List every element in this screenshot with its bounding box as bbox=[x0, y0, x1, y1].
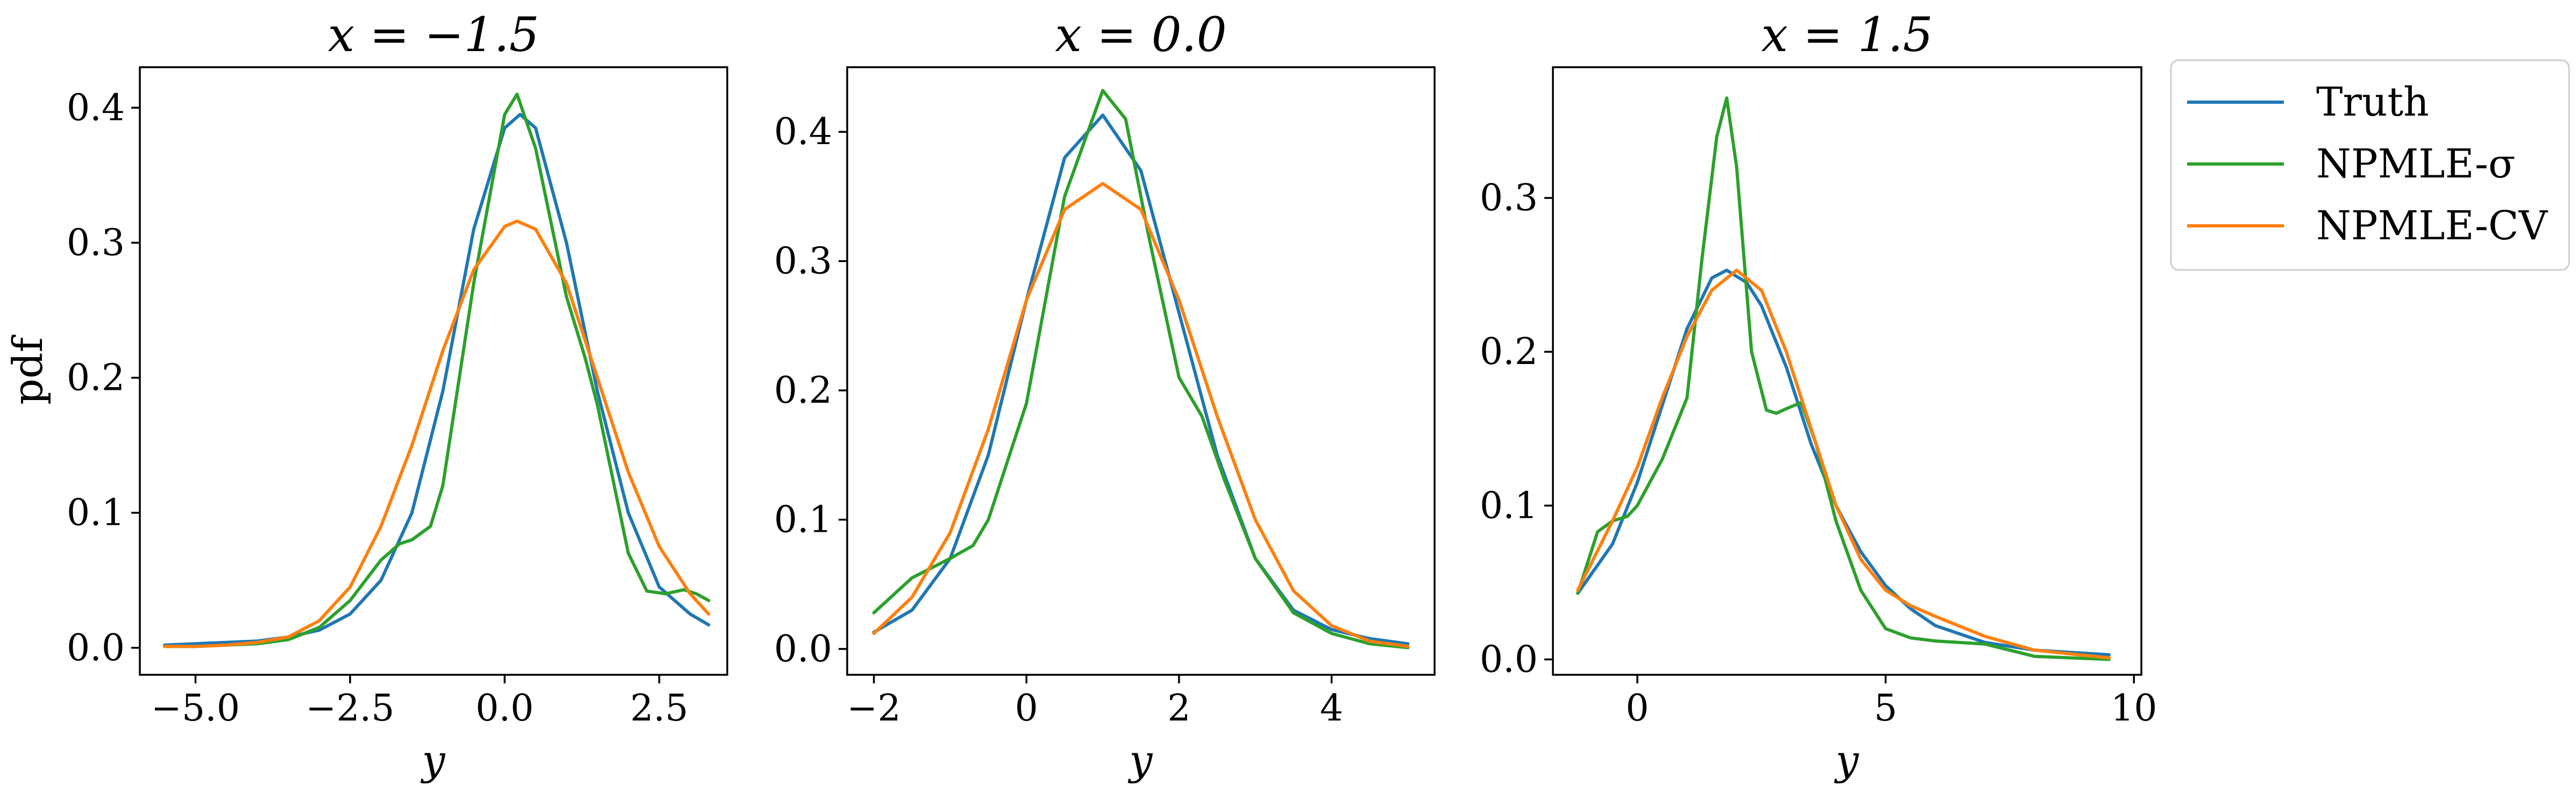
y-tick-label: 0.0 bbox=[67, 627, 125, 669]
panel-2: −2 0 2 4 0.0 0.1 0.2 0.3 0.4 x = 0.0 y bbox=[774, 7, 1436, 784]
plot-frame bbox=[1552, 66, 2142, 676]
x-tick-label: 0 bbox=[1015, 687, 1038, 730]
y-tick-label: 0.1 bbox=[774, 498, 832, 541]
legend-label-truth: Truth bbox=[2316, 79, 2429, 125]
legend-label-npmle: NPMLE-σ bbox=[2316, 141, 2515, 187]
legend-box bbox=[2170, 59, 2570, 271]
series-line-truth bbox=[872, 113, 1410, 646]
series-line-npmle-cv bbox=[163, 219, 711, 648]
series-line-truth bbox=[1576, 268, 2111, 657]
legend-label-npmle-cv: NPMLE-CV bbox=[2316, 203, 2548, 249]
x-tick-label: 5 bbox=[1874, 687, 1897, 730]
x-tick-label: 4 bbox=[1320, 687, 1343, 730]
panel-title: x = 1.5 bbox=[1761, 7, 1933, 62]
x-axis-label: y bbox=[1128, 736, 1153, 784]
series-line-npmle bbox=[1576, 96, 2111, 661]
y-tick-label: 0.0 bbox=[1480, 638, 1538, 681]
series-line-npmle-cv bbox=[872, 182, 1410, 648]
x-axis-label: y bbox=[1834, 736, 1860, 784]
x-axis-label: y bbox=[421, 736, 446, 784]
x-tick-label: 0.0 bbox=[476, 687, 534, 730]
y-tick-label: 0.1 bbox=[1480, 484, 1538, 527]
panel-3: 0 5 10 0.0 0.1 0.2 0.3 x = 1.5 y bbox=[1480, 7, 2158, 784]
x-tick-label: 10 bbox=[2111, 687, 2158, 730]
x-tick-label: −2.5 bbox=[306, 687, 394, 730]
plot-frame bbox=[846, 66, 1436, 676]
y-axis-label: pdf bbox=[4, 334, 52, 404]
x-tick-label: 2 bbox=[1167, 687, 1190, 730]
series-line-npmle bbox=[163, 92, 711, 648]
x-tick-label: −5.0 bbox=[151, 687, 240, 730]
y-tick-label: 0.4 bbox=[67, 87, 125, 129]
y-tick-label: 0.1 bbox=[67, 492, 125, 534]
x-tick-label: −2 bbox=[847, 687, 901, 730]
y-tick-label: 0.2 bbox=[67, 357, 125, 400]
y-tick-label: 0.0 bbox=[774, 628, 832, 670]
y-tick-label: 0.3 bbox=[774, 240, 832, 283]
panel-title: x = 0.0 bbox=[1055, 7, 1226, 62]
series-line-truth bbox=[163, 112, 711, 647]
x-tick-label: 0 bbox=[1626, 687, 1649, 730]
y-tick-label: 0.4 bbox=[774, 111, 832, 153]
y-tick-label: 0.2 bbox=[1480, 331, 1538, 373]
y-tick-label: 0.3 bbox=[67, 222, 125, 264]
panel-title: x = −1.5 bbox=[328, 7, 540, 62]
y-tick-label: 0.2 bbox=[774, 369, 832, 412]
series-line-npmle bbox=[872, 89, 1410, 650]
panel-1: −5.0 −2.5 0.0 2.5 0.0 0.1 0.2 0.3 0.4 x = −1.5 y bbox=[67, 7, 728, 784]
plot-frame bbox=[139, 66, 728, 676]
series-line-npmle-cv bbox=[1576, 268, 2111, 660]
x-tick-label: 2.5 bbox=[630, 687, 688, 730]
legend: Truth NPMLE-σ NPMLE-CV bbox=[2170, 59, 2570, 271]
y-tick-label: 0.3 bbox=[1480, 177, 1538, 219]
panels: −5.0 −2.5 0.0 2.50.00.10.20.30.4x = −1.5y−2… bbox=[67, 7, 2158, 784]
